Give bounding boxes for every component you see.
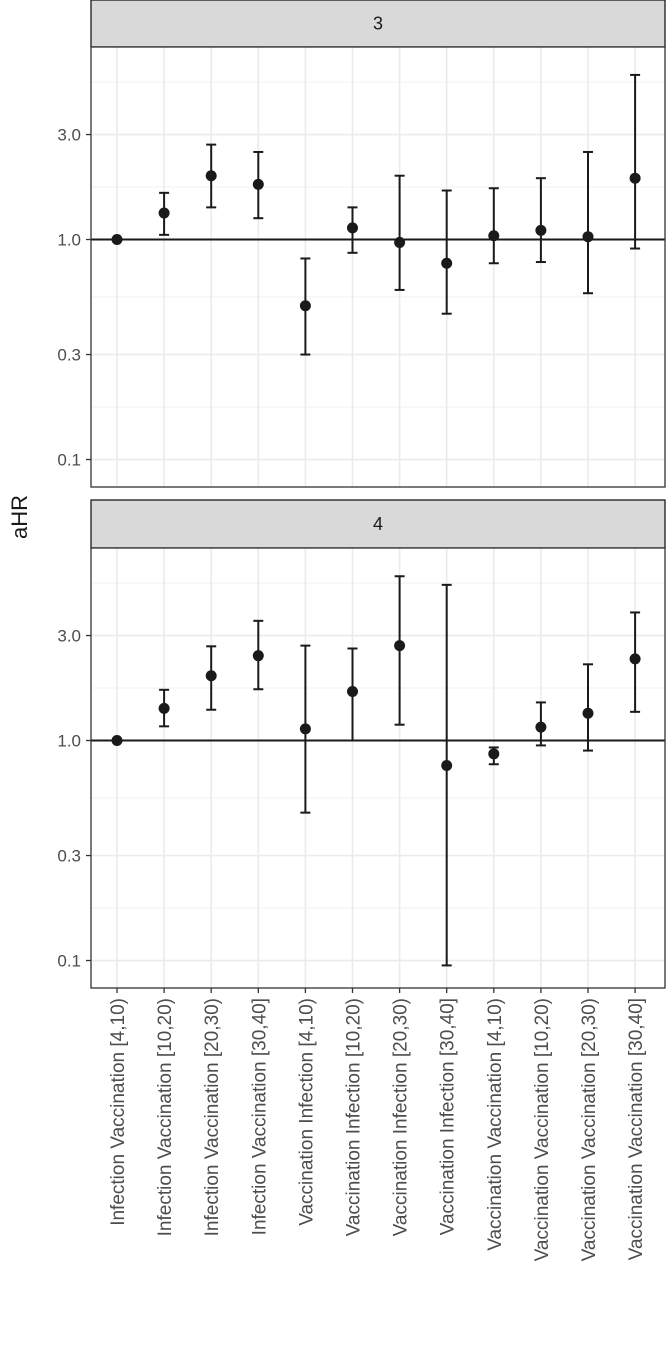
data-point — [252, 178, 264, 190]
x-tick-label: Vaccination Vaccination [30,40] — [626, 998, 647, 1260]
x-tick-label: Vaccination Infection [4,10) — [296, 998, 317, 1226]
data-point — [441, 759, 453, 771]
facet-strip — [90, 499, 666, 549]
data-point — [535, 224, 547, 236]
x-tick-label: Vaccination Vaccination [20,30) — [579, 998, 600, 1261]
facet-strip — [90, 0, 666, 48]
x-tick-label: Infection Vaccination [10,20) — [155, 998, 176, 1236]
facet-strip-label: 3 — [373, 14, 383, 34]
y-axis-title: aHR — [7, 495, 32, 539]
data-point — [629, 172, 641, 184]
data-point — [299, 300, 311, 312]
data-point — [441, 257, 453, 269]
y-tick-label: 0.3 — [57, 346, 81, 365]
panel-3: 3 0.1 0.3 1.0 3.0 — [57, 0, 666, 488]
data-point — [394, 236, 406, 248]
data-point — [158, 702, 170, 714]
data-point — [488, 748, 500, 760]
data-point — [347, 686, 358, 698]
y-tick-label: 0.1 — [57, 451, 81, 470]
y-tick-label: 3.0 — [57, 627, 81, 646]
data-point — [252, 650, 264, 662]
x-tick-label: Vaccination Infection [20,30) — [391, 998, 412, 1236]
panel-background — [91, 548, 665, 988]
panel-4: 4 0.1 0.3 1.0 3.0 — [57, 499, 666, 993]
x-tick-label: Vaccination Infection [10,20) — [344, 998, 365, 1236]
data-point — [111, 735, 123, 747]
data-point — [158, 207, 170, 219]
y-tick-label: 1.0 — [57, 231, 81, 250]
x-axis-labels: Infection Vaccination [4,10) Infection Va… — [108, 998, 647, 1261]
data-point — [299, 723, 311, 735]
x-tick-label: Vaccination Infection [30,40] — [438, 998, 459, 1235]
data-point — [582, 231, 594, 243]
y-tick-label: 3.0 — [57, 126, 81, 145]
facet-strip-label: 4 — [373, 514, 383, 534]
data-point — [394, 640, 406, 652]
data-point — [488, 230, 500, 242]
y-tick-label: 1.0 — [57, 732, 81, 751]
y-tick-label: 0.3 — [57, 847, 81, 866]
y-tick-label: 0.1 — [57, 952, 81, 971]
data-point — [205, 170, 217, 182]
panel-border — [90, 547, 666, 989]
data-point — [582, 707, 594, 719]
data-point — [535, 721, 547, 733]
x-tick-label: Infection Vaccination [20,30) — [202, 998, 223, 1236]
panel-background — [91, 47, 665, 487]
x-tick-label: Vaccination Vaccination [4,10) — [485, 998, 506, 1251]
data-point — [111, 234, 123, 246]
x-tick-label: Vaccination Vaccination [10,20) — [532, 998, 553, 1261]
x-tick-label: Infection Vaccination [30,40] — [249, 998, 270, 1235]
data-point — [205, 670, 217, 682]
panel-border — [90, 46, 666, 488]
data-point — [629, 653, 641, 665]
x-tick-label: Infection Vaccination [4,10) — [108, 998, 129, 1226]
data-point — [347, 222, 358, 234]
